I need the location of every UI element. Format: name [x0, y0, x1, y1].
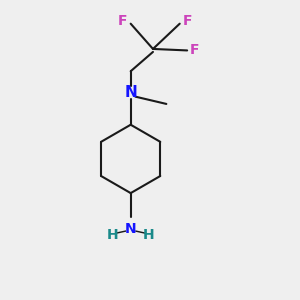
Text: F: F: [183, 14, 192, 28]
Text: H: H: [143, 228, 154, 242]
Text: N: N: [124, 85, 137, 100]
Text: F: F: [118, 14, 128, 28]
Text: H: H: [107, 228, 119, 242]
Text: F: F: [190, 44, 200, 57]
Text: N: N: [125, 222, 136, 236]
